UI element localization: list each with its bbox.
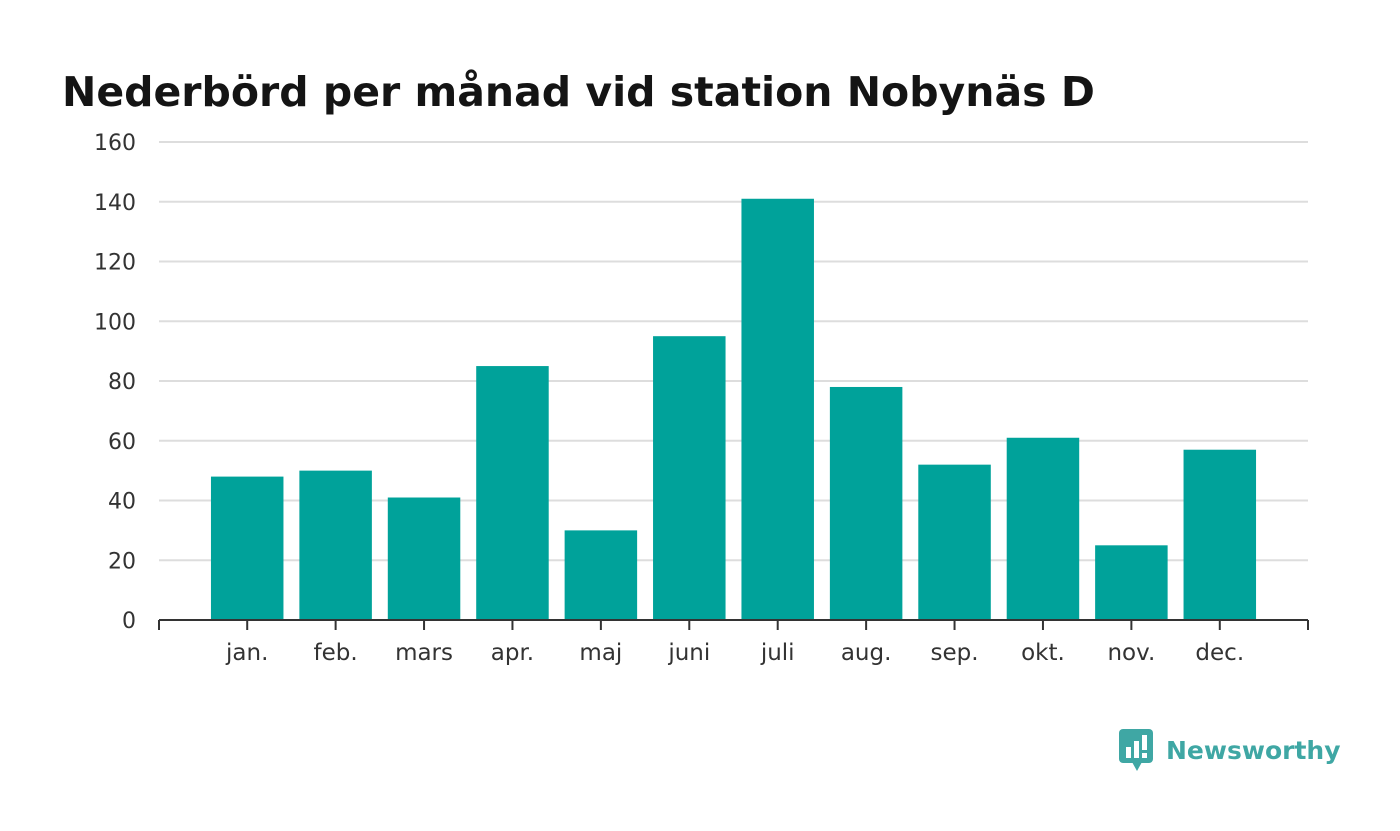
bar-feb	[299, 470, 372, 620]
y-tick-labels: 0 20 40 60 80 100 120 140 160	[94, 131, 136, 634]
x-axis	[158, 619, 1309, 630]
y-tick-label: 20	[108, 549, 136, 574]
bar-okt	[1006, 437, 1080, 620]
x-tick-label: juni	[667, 640, 710, 666]
bar-nov	[1095, 545, 1168, 620]
x-tick-label: okt.	[1021, 640, 1065, 666]
x-tick-label: jan.	[225, 640, 268, 666]
x-tick-label: juli	[760, 640, 795, 666]
x-tick-label: nov.	[1107, 640, 1155, 666]
y-tick-label: 160	[94, 131, 136, 156]
bar-dec	[1183, 449, 1257, 620]
y-tick-label: 0	[122, 609, 136, 634]
bar-aug	[829, 386, 903, 620]
x-tick-labels: jan. feb. mars apr. maj juni juli aug. sep. okt. n…	[225, 640, 1244, 666]
newsworthy-logo-icon	[1119, 729, 1153, 771]
bar-mars	[387, 497, 461, 620]
x-tick-label: maj	[579, 640, 622, 666]
bar-chart: 0 20 40 60 80 100 120 140 160 jan. feb. mars apr. ma…	[94, 131, 1309, 666]
x-tick-label: sep.	[931, 640, 979, 666]
bar-sep	[918, 464, 991, 620]
x-tick-label: aug.	[841, 640, 892, 666]
y-tick-label: 80	[108, 370, 136, 395]
brand-name: Newsworthy	[1166, 735, 1341, 765]
y-tick-label: 100	[94, 310, 136, 335]
y-tick-label: 60	[108, 430, 136, 455]
bar-jan	[210, 476, 284, 620]
x-tick-label: mars	[395, 640, 453, 666]
x-tick-label: feb.	[314, 640, 358, 666]
y-tick-label: 40	[108, 490, 136, 515]
bar-apr	[476, 366, 549, 620]
chart-title: Nederbörd per månad vid station Nobynäs …	[62, 68, 1095, 116]
bar-juli	[741, 198, 814, 620]
bar-maj	[564, 530, 638, 620]
y-tick-label: 120	[94, 251, 136, 276]
bars	[210, 198, 1257, 620]
bar-juni	[653, 336, 726, 620]
y-tick-label: 140	[94, 191, 136, 216]
x-tick-label: dec.	[1195, 640, 1244, 666]
x-tick-label: apr.	[491, 640, 534, 666]
brand-logo: Newsworthy	[1118, 727, 1341, 773]
